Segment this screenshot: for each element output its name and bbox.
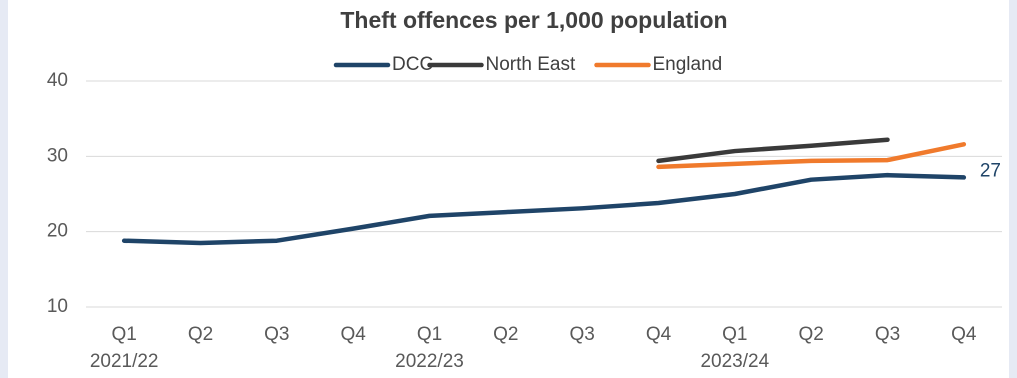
x-tick-label: Q2 [798,324,823,345]
y-tick-label: 20 [47,221,68,242]
x-tick-label: Q3 [264,324,289,345]
x-tick-label: Q2 [493,324,518,345]
chart-area [8,0,1009,378]
y-tick-label: 10 [47,296,68,317]
legend-label: North East [486,54,576,75]
x-tick-label: Q2 [188,324,213,345]
series-line [656,137,890,164]
series-line [121,172,967,246]
series-line [656,142,967,170]
x-tick-label: Q1 [722,324,747,345]
chart-title: Theft offences per 1,000 population [340,7,727,33]
x-tick-label: Q1 [417,324,442,345]
x-group-label: 2022/23 [395,351,464,372]
y-tick-label: 30 [47,145,68,166]
x-group-label: 2021/22 [90,351,159,372]
x-tick-label: Q1 [111,324,136,345]
x-group-label: 2023/24 [700,351,769,372]
x-tick-label: Q4 [340,324,366,345]
legend-label: DCC [392,54,433,75]
y-tick-label: 40 [47,70,68,91]
x-tick-label: Q4 [646,324,672,345]
legend-label: England [653,54,723,75]
x-tick-label: Q4 [951,324,977,345]
x-tick-label: Q3 [875,324,900,345]
data-label: 27 [980,160,1001,181]
x-tick-label: Q3 [569,324,594,345]
